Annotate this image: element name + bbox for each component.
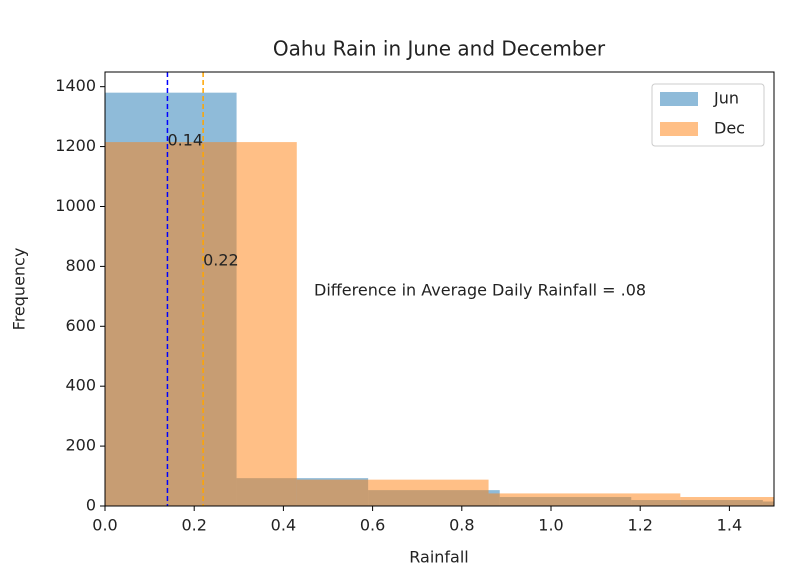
x-tick-label: 0.6 [360, 516, 385, 535]
legend-label: Dec [714, 119, 745, 138]
histogram-bar [680, 497, 774, 506]
y-tick-label: 1400 [55, 76, 96, 95]
annotation: Difference in Average Daily Rainfall = .… [314, 281, 646, 300]
mean-label: 0.14 [167, 131, 203, 150]
mean-label: 0.22 [203, 251, 239, 270]
x-tick-label: 0.2 [181, 516, 206, 535]
legend-label: Jun [713, 89, 739, 108]
y-tick-label: 200 [65, 436, 96, 455]
x-tick-label: 1.4 [717, 516, 742, 535]
y-axis-label: Frequency [10, 248, 29, 331]
legend-swatch [660, 92, 698, 106]
chart-title: Oahu Rain in June and December [273, 37, 606, 61]
x-tick-label: 0.0 [92, 516, 117, 535]
x-tick-label: 0.4 [271, 516, 296, 535]
histogram-bar [296, 479, 489, 506]
y-tick-label: 1000 [55, 196, 96, 215]
plot-area [105, 72, 774, 506]
y-tick-label: 600 [65, 316, 96, 335]
y-tick-label: 800 [65, 256, 96, 275]
histogram-bar [488, 493, 681, 506]
x-axis-label: Rainfall [409, 548, 468, 567]
y-tick-label: 1200 [55, 136, 96, 155]
x-tick-label: 0.8 [449, 516, 474, 535]
y-tick-label: 0 [86, 496, 96, 515]
y-tick-label: 400 [65, 376, 96, 395]
axes-frame [104, 71, 775, 507]
x-tick-label: 1.0 [538, 516, 563, 535]
x-tick-label: 1.2 [627, 516, 652, 535]
histogram-bar [105, 142, 297, 506]
legend-swatch [660, 122, 698, 136]
